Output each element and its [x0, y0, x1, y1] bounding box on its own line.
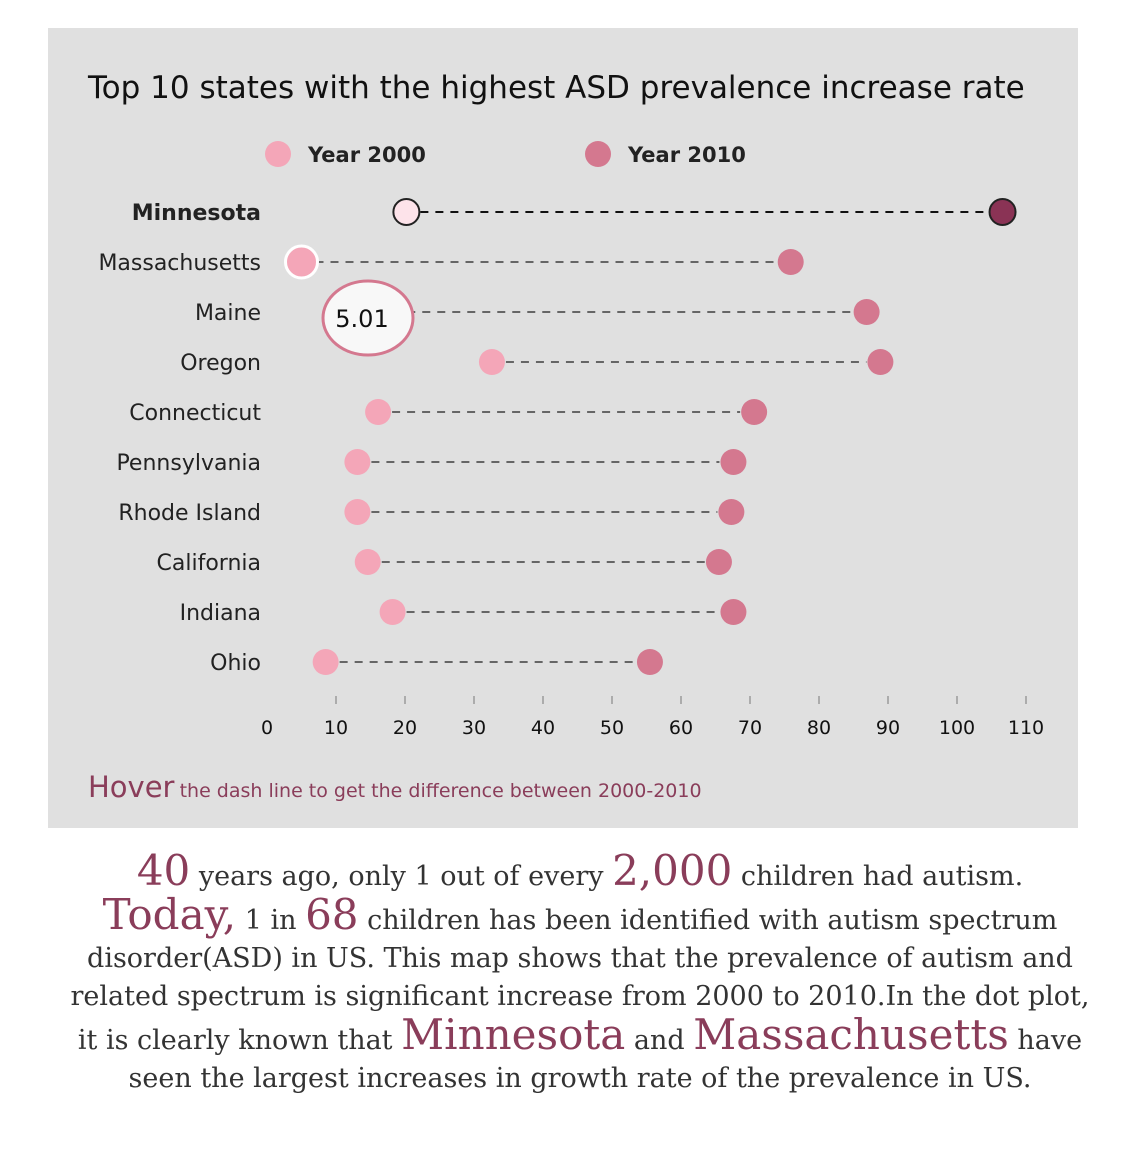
dot-2010[interactable]: [741, 399, 768, 425]
state-label: Oregon: [180, 351, 261, 376]
story-stat-68: 68: [305, 890, 359, 939]
dot-plot: Top 10 states with the highest ASD preva…: [87, 70, 1044, 739]
x-tick-label: 30: [462, 717, 486, 739]
x-tick-label: 100: [939, 717, 975, 739]
chart-title: Top 10 states with the highest ASD preva…: [87, 70, 1025, 106]
state-label: Maine: [195, 301, 261, 326]
dot-2010[interactable]: [718, 499, 745, 525]
story-stat-2000: 2,000: [612, 846, 733, 895]
x-tick-label: 90: [876, 717, 900, 739]
dot-2000[interactable]: [284, 244, 319, 280]
tooltip-value: 5.01: [335, 305, 388, 333]
dot-2000[interactable]: [365, 399, 392, 425]
story-text-1: years ago, only 1 out of every: [190, 861, 613, 892]
legend-swatch-2000: [265, 141, 291, 167]
state-label: Minnesota: [132, 201, 261, 226]
x-tick-label: 0: [261, 717, 273, 739]
story-text-6: have seen the largest increases in growt…: [128, 1025, 1083, 1094]
x-tick-label: 10: [324, 717, 348, 739]
story-paragraph: 40 years ago, only 1 out of every 2,000 …: [70, 850, 1090, 1098]
legend: Year 2000 Year 2010: [265, 141, 746, 167]
story-text-5: and: [625, 1025, 694, 1056]
dot-2010[interactable]: [867, 349, 894, 375]
story-text-2: children had autism.: [732, 861, 1024, 892]
dot-2000[interactable]: [379, 599, 406, 625]
legend-label-2000: Year 2000: [307, 143, 426, 167]
state-label: Massachusetts: [98, 251, 261, 276]
story-today: Today,: [102, 890, 237, 939]
state-label: Pennsylvania: [116, 451, 261, 476]
dot-2000[interactable]: [478, 349, 505, 375]
dot-2000[interactable]: [354, 549, 381, 575]
x-tick-label: 110: [1008, 717, 1044, 739]
x-tick-label: 20: [393, 717, 417, 739]
dot-2010[interactable]: [720, 449, 747, 475]
x-tick-label: 80: [807, 717, 831, 739]
dot-2000[interactable]: [312, 649, 339, 675]
dot-2000[interactable]: [344, 499, 371, 525]
rows: Minnesota Massachusetts Maine Oregon Connect…: [98, 198, 1017, 676]
state-label: Indiana: [180, 601, 261, 626]
tooltip-bubble: [321, 279, 415, 357]
dot-2010[interactable]: [705, 549, 732, 575]
chart-panel: Top 10 states with the highest ASD preva…: [48, 28, 1078, 828]
story-stat-40: 40: [136, 846, 191, 895]
hover-hint: Hover the dash line to get the differenc…: [88, 770, 702, 804]
state-label: Rhode Island: [118, 501, 261, 526]
dot-2010[interactable]: [636, 649, 663, 675]
state-label: California: [157, 551, 261, 576]
legend-label-2010: Year 2010: [627, 143, 746, 167]
story-text-3: 1 in: [236, 905, 306, 936]
x-tick-label: 70: [738, 717, 762, 739]
state-label: Ohio: [210, 651, 261, 676]
hint-text: the dash line to get the difference betw…: [179, 780, 702, 802]
dot-2010[interactable]: [720, 599, 747, 625]
dot-2010[interactable]: [777, 249, 804, 275]
tooltip: 5.01: [321, 279, 415, 357]
x-tick-label: 50: [600, 717, 624, 739]
hint-lead: Hover: [88, 770, 175, 804]
dot-2000[interactable]: [392, 198, 421, 226]
story-state-minnesota: Minnesota: [401, 1010, 626, 1059]
dot-2010[interactable]: [853, 299, 880, 325]
dot-2000[interactable]: [344, 449, 371, 475]
story-state-massachusetts: Massachusetts: [693, 1010, 1009, 1059]
x-axis: 0 10 20 30 40 50 60 70 80 90 100 110: [261, 696, 1044, 739]
story-text-4: children has been identified with autism…: [70, 905, 1090, 1056]
state-label: Connecticut: [129, 401, 261, 426]
dot-2010[interactable]: [988, 198, 1017, 226]
x-tick-label: 40: [531, 717, 555, 739]
x-tick-label: 60: [669, 717, 693, 739]
legend-swatch-2010: [585, 141, 611, 167]
